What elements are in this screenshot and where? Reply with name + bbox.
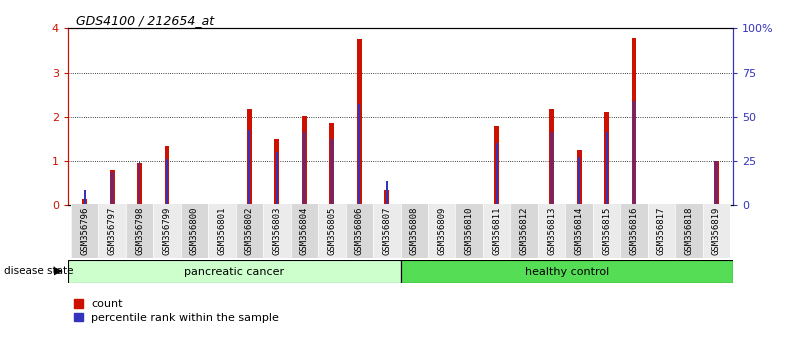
- Text: GSM356812: GSM356812: [520, 206, 529, 255]
- Bar: [111, 172, 113, 205]
- Text: GSM356809: GSM356809: [437, 206, 446, 255]
- Text: GSM356805: GSM356805: [328, 206, 336, 255]
- Bar: [248, 130, 251, 205]
- Bar: [648, 204, 675, 258]
- Bar: [276, 152, 278, 205]
- Text: GSM356807: GSM356807: [382, 206, 391, 255]
- Bar: [606, 132, 607, 205]
- Bar: [604, 113, 609, 205]
- Text: ▶: ▶: [54, 266, 62, 276]
- Bar: [400, 204, 428, 258]
- Bar: [291, 204, 318, 258]
- Bar: [496, 143, 497, 205]
- Bar: [302, 116, 307, 205]
- Text: GSM356818: GSM356818: [685, 206, 694, 255]
- Text: GSM356804: GSM356804: [300, 206, 309, 255]
- Bar: [318, 204, 345, 258]
- Bar: [153, 204, 181, 258]
- Bar: [620, 204, 648, 258]
- Text: GSM356814: GSM356814: [574, 206, 584, 255]
- Text: GSM356796: GSM356796: [80, 206, 89, 255]
- Text: pancreatic cancer: pancreatic cancer: [184, 267, 284, 277]
- Bar: [400, 260, 733, 283]
- Bar: [275, 139, 280, 205]
- Text: healthy control: healthy control: [525, 267, 609, 277]
- Bar: [208, 204, 235, 258]
- Bar: [675, 204, 702, 258]
- Bar: [331, 139, 332, 205]
- Bar: [126, 204, 153, 258]
- Text: GSM356817: GSM356817: [657, 206, 666, 255]
- Bar: [384, 190, 389, 205]
- Text: GDS4100 / 212654_at: GDS4100 / 212654_at: [76, 14, 214, 27]
- Bar: [247, 109, 252, 205]
- Bar: [139, 161, 140, 205]
- Bar: [494, 126, 499, 205]
- Bar: [550, 132, 553, 205]
- Bar: [510, 204, 537, 258]
- Bar: [164, 145, 170, 205]
- Bar: [70, 204, 99, 258]
- Text: disease state: disease state: [4, 266, 74, 276]
- Text: GSM356806: GSM356806: [355, 206, 364, 255]
- Text: GSM356799: GSM356799: [163, 206, 171, 255]
- Bar: [633, 101, 635, 205]
- Bar: [304, 132, 305, 205]
- Bar: [345, 204, 373, 258]
- Text: GSM356798: GSM356798: [135, 206, 144, 255]
- Bar: [110, 170, 115, 205]
- Bar: [593, 204, 620, 258]
- Bar: [715, 161, 718, 205]
- Bar: [578, 156, 580, 205]
- Bar: [82, 199, 87, 205]
- Bar: [386, 181, 388, 205]
- Bar: [235, 204, 264, 258]
- Text: GSM356815: GSM356815: [602, 206, 611, 255]
- Bar: [137, 163, 142, 205]
- Text: GSM356811: GSM356811: [492, 206, 501, 255]
- Text: GSM356801: GSM356801: [217, 206, 227, 255]
- Text: GSM356802: GSM356802: [245, 206, 254, 255]
- Bar: [549, 109, 554, 205]
- Bar: [428, 204, 456, 258]
- Bar: [83, 190, 86, 205]
- Bar: [329, 124, 334, 205]
- Text: GSM356800: GSM356800: [190, 206, 199, 255]
- Legend: count, percentile rank within the sample: count, percentile rank within the sample: [74, 299, 280, 323]
- Bar: [264, 204, 291, 258]
- Bar: [99, 204, 126, 258]
- Bar: [356, 39, 362, 205]
- Text: GSM356813: GSM356813: [547, 206, 556, 255]
- Bar: [714, 161, 719, 205]
- Bar: [631, 38, 637, 205]
- Bar: [166, 159, 168, 205]
- Bar: [358, 104, 360, 205]
- Bar: [483, 204, 510, 258]
- Bar: [373, 204, 400, 258]
- Text: GSM356810: GSM356810: [465, 206, 473, 255]
- Bar: [456, 204, 483, 258]
- Bar: [68, 260, 400, 283]
- Text: GSM356803: GSM356803: [272, 206, 281, 255]
- Bar: [577, 150, 582, 205]
- Bar: [566, 204, 593, 258]
- Text: GSM356797: GSM356797: [107, 206, 116, 255]
- Bar: [537, 204, 566, 258]
- Text: GSM356808: GSM356808: [410, 206, 419, 255]
- Bar: [702, 204, 731, 258]
- Text: GSM356819: GSM356819: [712, 206, 721, 255]
- Bar: [181, 204, 208, 258]
- Text: GSM356816: GSM356816: [630, 206, 638, 255]
